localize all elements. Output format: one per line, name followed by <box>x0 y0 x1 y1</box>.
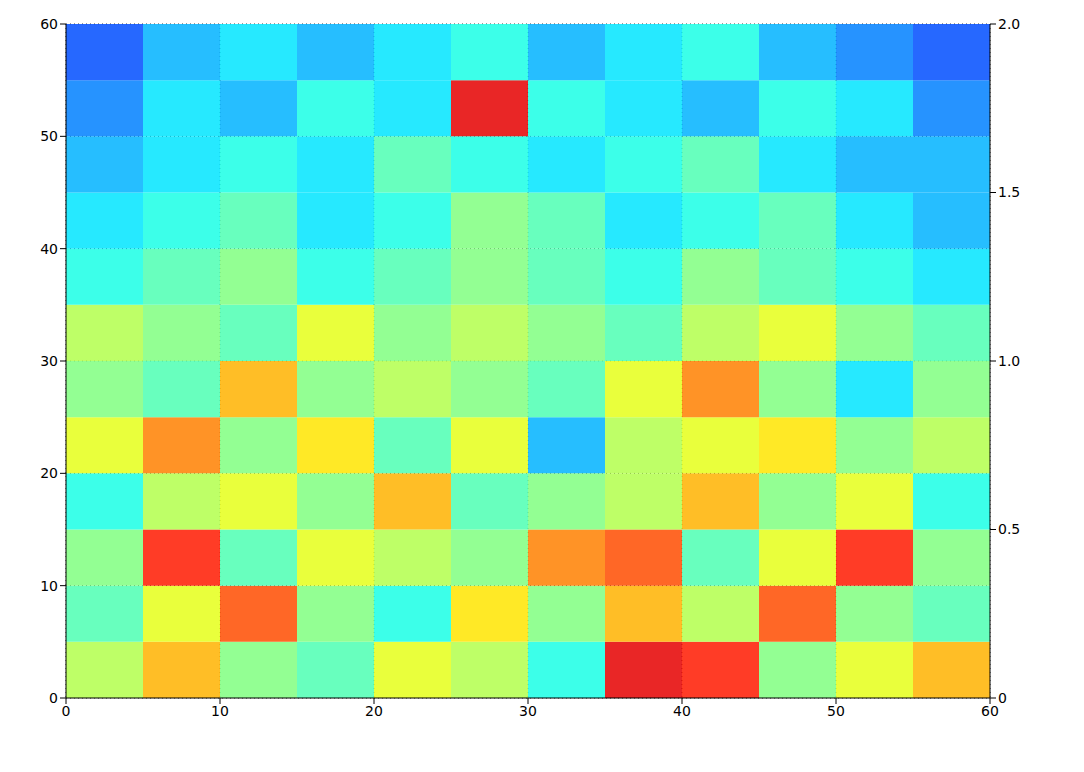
svg-text:1.0: 1.0 <box>998 353 1020 369</box>
svg-text:10: 10 <box>211 703 229 719</box>
svg-text:30: 30 <box>40 353 58 369</box>
svg-text:50: 50 <box>827 703 845 719</box>
svg-text:0: 0 <box>998 690 1007 706</box>
svg-text:0.5: 0.5 <box>998 521 1020 537</box>
svg-text:50: 50 <box>40 128 58 144</box>
svg-text:20: 20 <box>40 465 58 481</box>
svg-text:20: 20 <box>365 703 383 719</box>
svg-text:1.5: 1.5 <box>998 184 1020 200</box>
svg-text:60: 60 <box>981 703 999 719</box>
svg-text:10: 10 <box>40 578 58 594</box>
svg-text:60: 60 <box>40 16 58 32</box>
svg-text:30: 30 <box>519 703 537 719</box>
svg-text:0: 0 <box>49 690 58 706</box>
svg-text:2.0: 2.0 <box>998 16 1020 32</box>
svg-text:40: 40 <box>673 703 691 719</box>
svg-text:0: 0 <box>62 703 71 719</box>
svg-text:40: 40 <box>40 241 58 257</box>
